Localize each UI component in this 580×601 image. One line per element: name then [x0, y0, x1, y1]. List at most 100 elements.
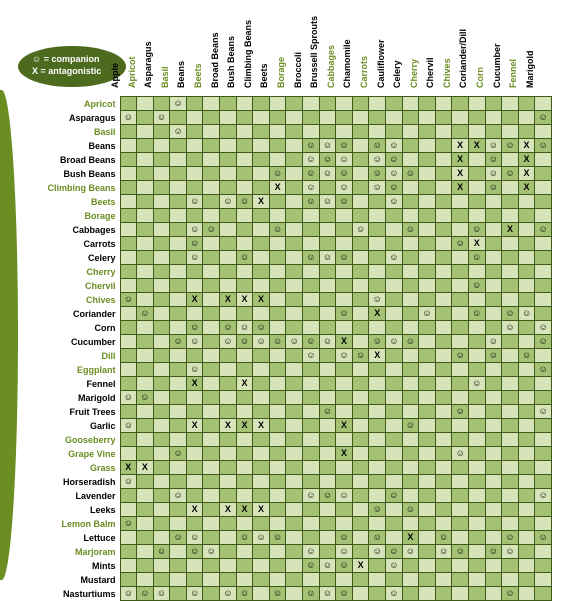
matrix-cell: [153, 503, 170, 517]
matrix-cell: [120, 265, 137, 279]
matrix-cell: [186, 111, 203, 125]
matrix-cell: [153, 279, 170, 293]
matrix-cell: [419, 139, 436, 153]
matrix-cell: [452, 251, 469, 265]
row-header: Marigold: [22, 391, 120, 405]
matrix-cell: [120, 209, 137, 223]
matrix-cell: [170, 433, 187, 447]
matrix-cell: [303, 377, 320, 391]
matrix-cell: [535, 223, 552, 237]
matrix-cell: [485, 195, 502, 209]
matrix-cell: [269, 475, 286, 489]
matrix-cell: [253, 461, 270, 475]
matrix-cell: [319, 335, 336, 349]
row-header: Broad Beans: [22, 153, 120, 167]
matrix-cell: [435, 363, 452, 377]
matrix-cell: [419, 307, 436, 321]
matrix-cell: [303, 139, 320, 153]
matrix-cell: [352, 475, 369, 489]
row-header: Nasturtiums: [22, 587, 120, 601]
matrix-cell: [485, 307, 502, 321]
matrix-cell: [419, 405, 436, 419]
matrix-cell: [186, 125, 203, 139]
matrix-cell: [286, 251, 303, 265]
matrix-cell: [170, 251, 187, 265]
matrix-cell: [336, 167, 353, 181]
matrix-cell: [220, 293, 237, 307]
matrix-cell: [220, 461, 237, 475]
matrix-cell: [220, 181, 237, 195]
matrix-cell: [303, 349, 320, 363]
matrix-cell: [253, 251, 270, 265]
matrix-cell: [137, 447, 154, 461]
matrix-cell: [369, 545, 386, 559]
matrix-cell: [269, 531, 286, 545]
matrix-cell: [468, 209, 485, 223]
matrix-cell: [137, 461, 154, 475]
row-header: Leeks: [22, 503, 120, 517]
matrix-cell: [203, 503, 220, 517]
matrix-cell: [253, 447, 270, 461]
matrix-cell: [518, 377, 535, 391]
matrix-cell: [502, 251, 519, 265]
matrix-cell: [303, 265, 320, 279]
matrix-cell: [137, 405, 154, 419]
matrix-cell: [236, 377, 253, 391]
matrix-cell: [402, 447, 419, 461]
matrix-cell: [137, 377, 154, 391]
matrix-cell: [535, 447, 552, 461]
matrix-cell: [220, 405, 237, 419]
matrix-cell: [502, 405, 519, 419]
matrix-cell: [452, 335, 469, 349]
matrix-cell: [518, 223, 535, 237]
matrix-cell: [452, 153, 469, 167]
matrix-cell: [485, 139, 502, 153]
matrix-cell: [336, 335, 353, 349]
matrix-cell: [269, 195, 286, 209]
matrix-cell: [153, 545, 170, 559]
matrix-cell: [319, 111, 336, 125]
matrix-cell: [369, 237, 386, 251]
matrix-cell: [468, 97, 485, 111]
matrix-cell: [186, 447, 203, 461]
matrix-cell: [137, 307, 154, 321]
matrix-cell: [137, 349, 154, 363]
matrix-cell: [220, 475, 237, 489]
matrix-cell: [286, 391, 303, 405]
matrix-cell: [386, 153, 403, 167]
matrix-cell: [402, 419, 419, 433]
matrix-cell: [535, 433, 552, 447]
matrix-cell: [120, 405, 137, 419]
matrix-cell: [369, 251, 386, 265]
matrix-cell: [286, 97, 303, 111]
matrix-cell: [352, 97, 369, 111]
matrix-cell: [435, 167, 452, 181]
matrix-cell: [236, 167, 253, 181]
matrix-cell: [336, 125, 353, 139]
matrix-cell: [236, 419, 253, 433]
matrix-cell: [336, 363, 353, 377]
matrix-cell: [518, 139, 535, 153]
matrix-cell: [236, 587, 253, 601]
matrix-cell: [468, 517, 485, 531]
matrix-cell: [369, 307, 386, 321]
matrix-cell: [220, 419, 237, 433]
matrix-cell: [186, 503, 203, 517]
matrix-cell: [485, 335, 502, 349]
matrix-cell: [269, 265, 286, 279]
matrix-cell: [518, 531, 535, 545]
matrix-cell: [435, 419, 452, 433]
matrix-cell: [220, 503, 237, 517]
matrix-cell: [319, 293, 336, 307]
matrix-cell: [236, 195, 253, 209]
matrix-cell: [153, 461, 170, 475]
matrix-cell: [402, 125, 419, 139]
matrix-cell: [535, 181, 552, 195]
matrix-cell: [153, 111, 170, 125]
matrix-cell: [485, 503, 502, 517]
matrix-cell: [153, 419, 170, 433]
row-header: Beets: [22, 195, 120, 209]
matrix-cell: [203, 447, 220, 461]
matrix-cell: [485, 209, 502, 223]
matrix-cell: [137, 293, 154, 307]
